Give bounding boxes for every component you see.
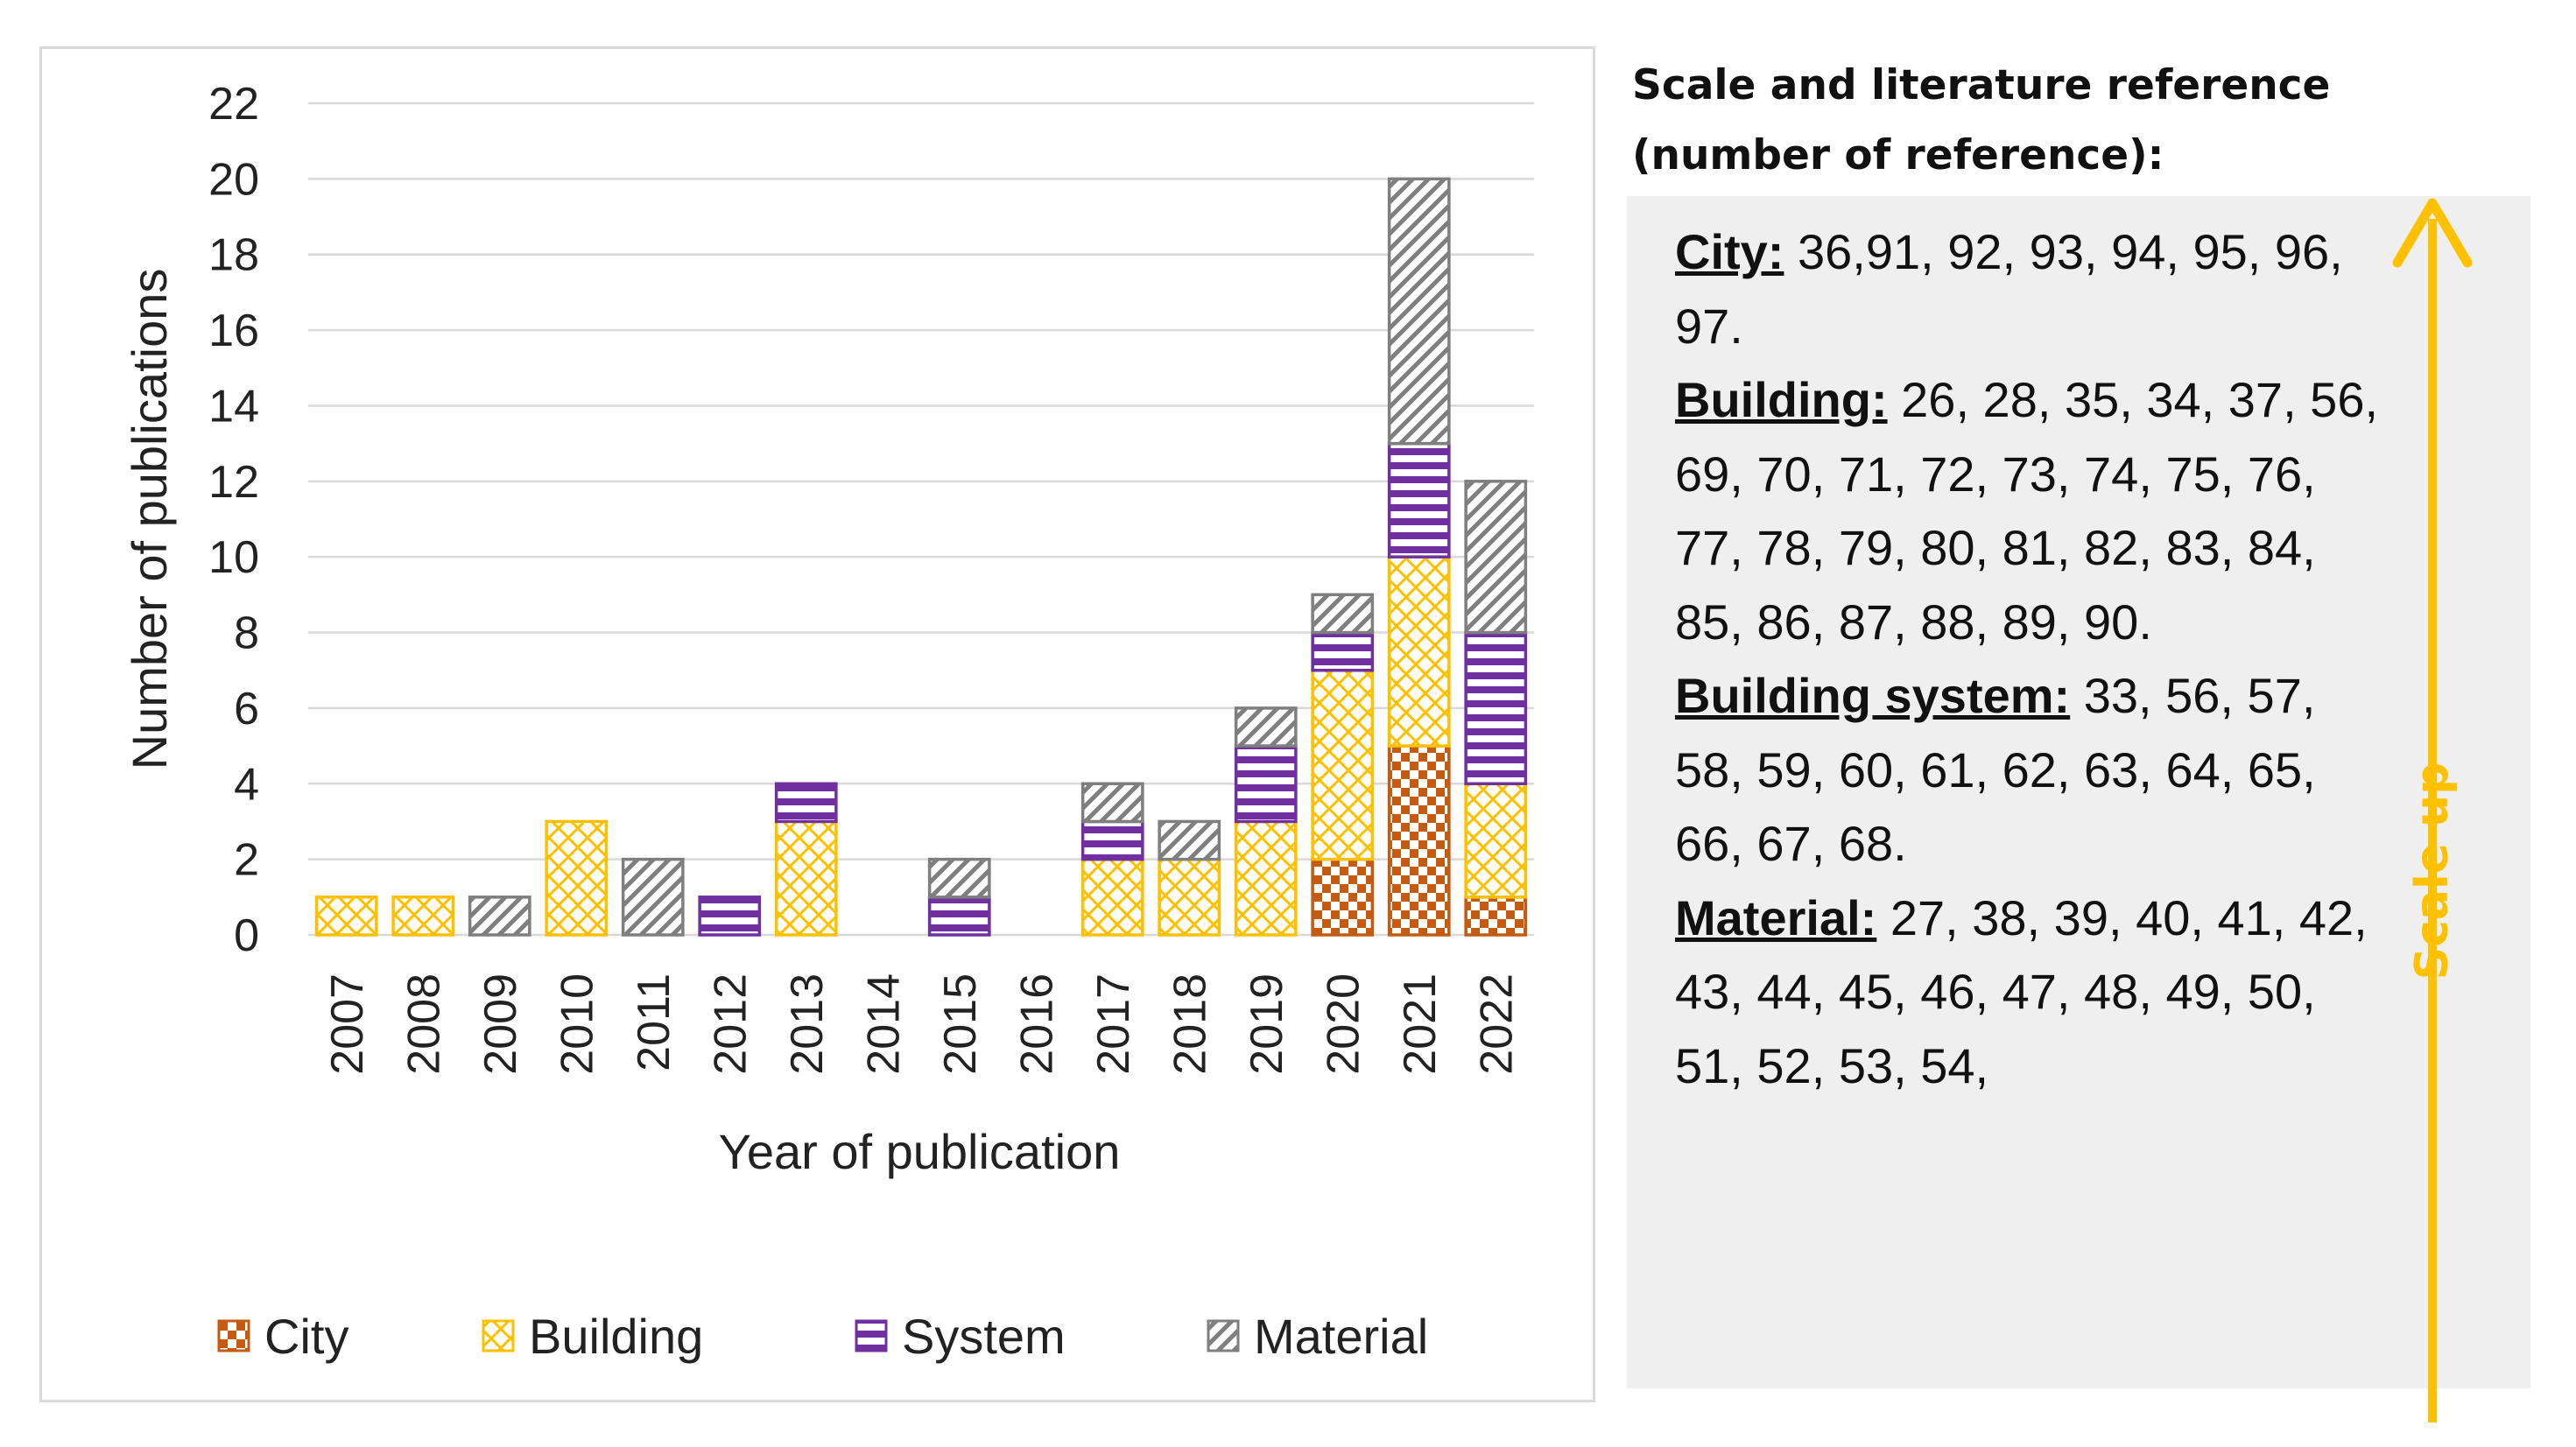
y-tick-label: 20: [208, 154, 259, 205]
bar-system-2020: [1311, 630, 1375, 672]
y-tick-label: 10: [208, 532, 259, 583]
x-tick-label: 2021: [1395, 973, 1446, 1075]
bar-city-2020: [1311, 857, 1375, 937]
bar-system-2013: [774, 782, 838, 824]
references-panel: City: 36,91, 92, 93, 94, 95, 96, 97. Bui…: [1627, 196, 2530, 1388]
bar-material-2020: [1311, 593, 1375, 635]
legend-label-building: Building: [529, 1309, 703, 1364]
bar-system-2019: [1234, 744, 1298, 824]
bar-material-2018: [1158, 819, 1221, 861]
bars: [314, 177, 1528, 937]
reference-numbers: 27, 38, 39, 40, 41, 42, 43, 44, 45, 46, …: [1675, 889, 2368, 1093]
legend-label-material: Material: [1254, 1309, 1428, 1364]
bar-system-2015: [927, 896, 991, 937]
bar-building-2008: [391, 896, 455, 937]
bar-building-2007: [314, 896, 378, 937]
chart-frame: [39, 46, 1595, 1402]
reference-entry-building: Building: 26, 28, 35, 34, 37, 56, 69, 70…: [1675, 363, 2384, 659]
bar-city-2021: [1387, 744, 1451, 937]
x-tick-label: 2016: [1011, 973, 1062, 1075]
x-tick-label: 2018: [1165, 973, 1215, 1075]
bar-system-2012: [698, 896, 762, 937]
reference-label: Building:: [1675, 372, 1888, 427]
references-title-line-1: Scale and literature reference: [1632, 61, 2331, 109]
y-tick-label: 14: [208, 381, 259, 432]
reference-entry-material: Material: 27, 38, 39, 40, 41, 42, 43, 44…: [1675, 882, 2384, 1104]
bar-material-2022: [1464, 480, 1528, 635]
bar-material-2015: [927, 857, 991, 899]
references-title-line-2: (number of reference):: [1632, 131, 2164, 179]
bar-building-2020: [1311, 668, 1375, 861]
bar-building-2017: [1080, 857, 1144, 937]
y-axis-ticks: 0 2 4 6 8 10 12 14 16 18 20 22: [208, 79, 259, 961]
reference-entry-city: City: 36,91, 92, 93, 94, 95, 96, 97.: [1675, 215, 2384, 363]
x-tick-label: 2013: [782, 973, 833, 1075]
bar-building-2018: [1158, 857, 1221, 937]
y-axis-title: Number of publications: [122, 269, 177, 770]
y-tick-label: 22: [208, 79, 259, 130]
legend-swatch-material: [1207, 1319, 1240, 1352]
bar-material-2011: [621, 857, 685, 937]
bar-material-2017: [1080, 782, 1144, 824]
legend-swatch-city: [217, 1319, 250, 1352]
bar-building-2022: [1464, 782, 1528, 899]
x-tick-label: 2019: [1242, 973, 1292, 1075]
legend-swatch-system: [855, 1319, 888, 1352]
x-tick-label: 2015: [935, 973, 986, 1075]
legend-swatch-building: [482, 1319, 515, 1352]
bar-system-2017: [1080, 819, 1144, 861]
y-tick-label: 4: [234, 759, 259, 810]
x-tick-label: 2007: [322, 973, 373, 1075]
y-tick-label: 18: [208, 230, 259, 281]
reference-label: City:: [1675, 224, 1784, 279]
x-tick-label: 2010: [552, 973, 602, 1075]
x-tick-label: 2014: [858, 973, 909, 1075]
bar-building-2013: [774, 819, 838, 937]
bar-building-2010: [545, 819, 609, 937]
legend-label-system: System: [902, 1309, 1066, 1364]
legend-label-city: City: [264, 1309, 348, 1364]
y-tick-label: 2: [234, 835, 259, 886]
references-title: Scale and literature reference (number o…: [1632, 51, 2420, 191]
reference-label: Material:: [1675, 889, 1877, 945]
x-tick-label: 2017: [1088, 973, 1139, 1075]
y-tick-label: 0: [234, 910, 259, 961]
x-tick-label: 2009: [475, 973, 526, 1075]
x-tick-label: 2012: [705, 973, 756, 1075]
bar-system-2021: [1387, 441, 1451, 558]
bar-city-2022: [1464, 896, 1528, 937]
x-tick-label: 2022: [1471, 973, 1522, 1075]
reference-numbers: 36,91, 92, 93, 94, 95, 96, 97.: [1675, 224, 2343, 354]
y-tick-label: 16: [208, 306, 259, 356]
reference-label: Building system:: [1675, 668, 2071, 723]
y-tick-label: 6: [234, 684, 259, 734]
x-tick-label: 2011: [629, 973, 679, 1071]
x-tick-label: 2020: [1318, 973, 1369, 1075]
bar-building-2021: [1387, 555, 1451, 748]
y-tick-label: 8: [234, 608, 259, 659]
bar-material-2019: [1234, 706, 1298, 748]
reference-numbers: 26, 28, 35, 34, 37, 56, 69, 70, 71, 72, …: [1675, 372, 2379, 650]
bar-material-2021: [1387, 177, 1451, 446]
references-list: City: 36,91, 92, 93, 94, 95, 96, 97. Bui…: [1675, 215, 2384, 1103]
x-axis-title: Year of publication: [719, 1124, 1121, 1179]
bar-building-2019: [1234, 819, 1298, 937]
y-tick-label: 12: [208, 457, 259, 508]
scale-up-label: Scale up: [2406, 762, 2459, 980]
bar-system-2022: [1464, 630, 1528, 786]
reference-entry-building-system: Building system: 33, 56, 57, 58, 59, 60,…: [1675, 659, 2384, 882]
reference-numbers: 33, 56, 57, 58, 59, 60, 61, 62, 63, 64, …: [1675, 668, 2316, 871]
x-tick-label: 2008: [398, 973, 449, 1075]
legend: City Building System Material: [217, 1309, 1428, 1364]
bar-material-2009: [468, 896, 531, 937]
x-axis-ticks: 2007 2008 2009 2010 2011 2012 2013 2014 2015 2016…: [322, 973, 1523, 1075]
